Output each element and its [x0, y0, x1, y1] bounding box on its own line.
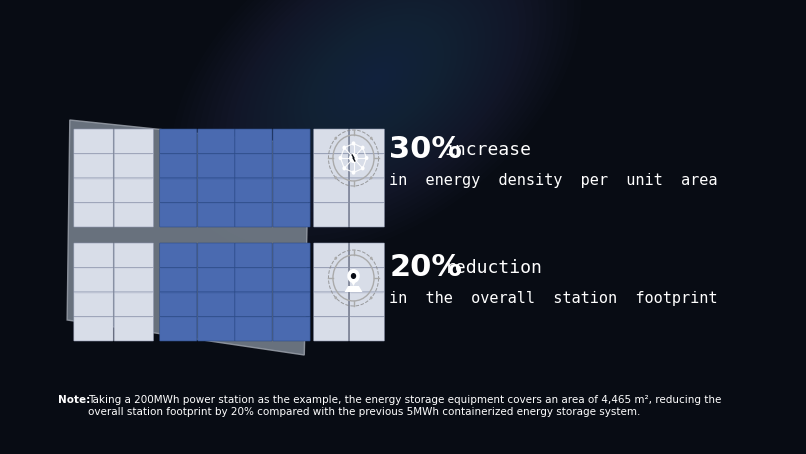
FancyBboxPatch shape: [114, 178, 153, 202]
Circle shape: [334, 296, 337, 299]
Text: Taking a 200MWh power station as the example, the energy storage equipment cover: Taking a 200MWh power station as the exa…: [88, 395, 721, 417]
FancyBboxPatch shape: [350, 292, 384, 316]
Polygon shape: [67, 120, 309, 355]
FancyBboxPatch shape: [74, 178, 113, 202]
FancyBboxPatch shape: [197, 267, 235, 292]
Circle shape: [370, 176, 372, 179]
Circle shape: [334, 137, 337, 140]
FancyBboxPatch shape: [235, 202, 272, 227]
FancyBboxPatch shape: [160, 202, 197, 227]
Text: 30%: 30%: [389, 135, 463, 164]
Circle shape: [347, 269, 359, 283]
FancyBboxPatch shape: [235, 316, 272, 341]
FancyBboxPatch shape: [74, 153, 113, 178]
FancyBboxPatch shape: [314, 153, 348, 178]
FancyBboxPatch shape: [114, 316, 153, 341]
FancyBboxPatch shape: [314, 267, 348, 292]
Circle shape: [351, 141, 355, 146]
FancyBboxPatch shape: [314, 178, 348, 202]
FancyBboxPatch shape: [350, 153, 384, 178]
FancyBboxPatch shape: [273, 292, 310, 316]
FancyBboxPatch shape: [235, 292, 272, 316]
Polygon shape: [344, 286, 363, 292]
FancyBboxPatch shape: [273, 202, 310, 227]
FancyBboxPatch shape: [197, 316, 235, 341]
FancyBboxPatch shape: [160, 129, 197, 153]
FancyBboxPatch shape: [114, 267, 153, 292]
Circle shape: [351, 170, 355, 175]
Circle shape: [370, 296, 372, 299]
FancyBboxPatch shape: [197, 178, 235, 202]
Text: Note:: Note:: [58, 395, 90, 405]
FancyBboxPatch shape: [114, 292, 153, 316]
FancyBboxPatch shape: [350, 243, 384, 267]
FancyBboxPatch shape: [74, 316, 113, 341]
FancyBboxPatch shape: [273, 129, 310, 153]
FancyBboxPatch shape: [350, 178, 384, 202]
FancyBboxPatch shape: [160, 292, 197, 316]
FancyBboxPatch shape: [314, 292, 348, 316]
Circle shape: [334, 176, 337, 179]
FancyBboxPatch shape: [197, 243, 235, 267]
FancyBboxPatch shape: [74, 267, 113, 292]
FancyBboxPatch shape: [74, 243, 113, 267]
Circle shape: [343, 146, 346, 150]
FancyBboxPatch shape: [197, 129, 235, 153]
FancyBboxPatch shape: [350, 129, 384, 153]
Circle shape: [349, 153, 358, 163]
Circle shape: [334, 257, 337, 260]
FancyBboxPatch shape: [74, 129, 113, 153]
Text: 20%: 20%: [389, 253, 463, 282]
FancyBboxPatch shape: [114, 243, 153, 267]
FancyBboxPatch shape: [197, 292, 235, 316]
Circle shape: [361, 166, 364, 170]
FancyBboxPatch shape: [114, 202, 153, 227]
FancyBboxPatch shape: [160, 267, 197, 292]
FancyBboxPatch shape: [160, 153, 197, 178]
FancyBboxPatch shape: [273, 153, 310, 178]
FancyBboxPatch shape: [235, 153, 272, 178]
FancyBboxPatch shape: [235, 267, 272, 292]
Circle shape: [364, 156, 368, 160]
FancyBboxPatch shape: [74, 202, 113, 227]
FancyBboxPatch shape: [314, 129, 348, 153]
Polygon shape: [348, 276, 359, 286]
FancyBboxPatch shape: [235, 243, 272, 267]
FancyBboxPatch shape: [74, 292, 113, 316]
FancyBboxPatch shape: [160, 316, 197, 341]
FancyBboxPatch shape: [350, 316, 384, 341]
Circle shape: [361, 146, 364, 150]
Circle shape: [339, 156, 343, 160]
FancyBboxPatch shape: [114, 153, 153, 178]
Circle shape: [351, 273, 356, 279]
FancyBboxPatch shape: [160, 243, 197, 267]
Text: in  the  overall  station  footprint: in the overall station footprint: [389, 291, 718, 306]
FancyBboxPatch shape: [273, 178, 310, 202]
FancyBboxPatch shape: [197, 153, 235, 178]
Circle shape: [370, 257, 372, 260]
Text: in  energy  density  per  unit  area: in energy density per unit area: [389, 173, 718, 188]
Text: reduction: reduction: [445, 259, 542, 277]
FancyBboxPatch shape: [273, 243, 310, 267]
FancyBboxPatch shape: [314, 243, 348, 267]
FancyBboxPatch shape: [314, 316, 348, 341]
Circle shape: [370, 137, 372, 140]
FancyBboxPatch shape: [235, 178, 272, 202]
Text: increase: increase: [445, 141, 532, 159]
FancyBboxPatch shape: [160, 178, 197, 202]
FancyBboxPatch shape: [197, 202, 235, 227]
FancyBboxPatch shape: [273, 316, 310, 341]
FancyBboxPatch shape: [350, 202, 384, 227]
FancyBboxPatch shape: [350, 267, 384, 292]
FancyBboxPatch shape: [273, 267, 310, 292]
FancyBboxPatch shape: [235, 129, 272, 153]
FancyBboxPatch shape: [114, 129, 153, 153]
Circle shape: [343, 166, 346, 170]
FancyBboxPatch shape: [314, 202, 348, 227]
